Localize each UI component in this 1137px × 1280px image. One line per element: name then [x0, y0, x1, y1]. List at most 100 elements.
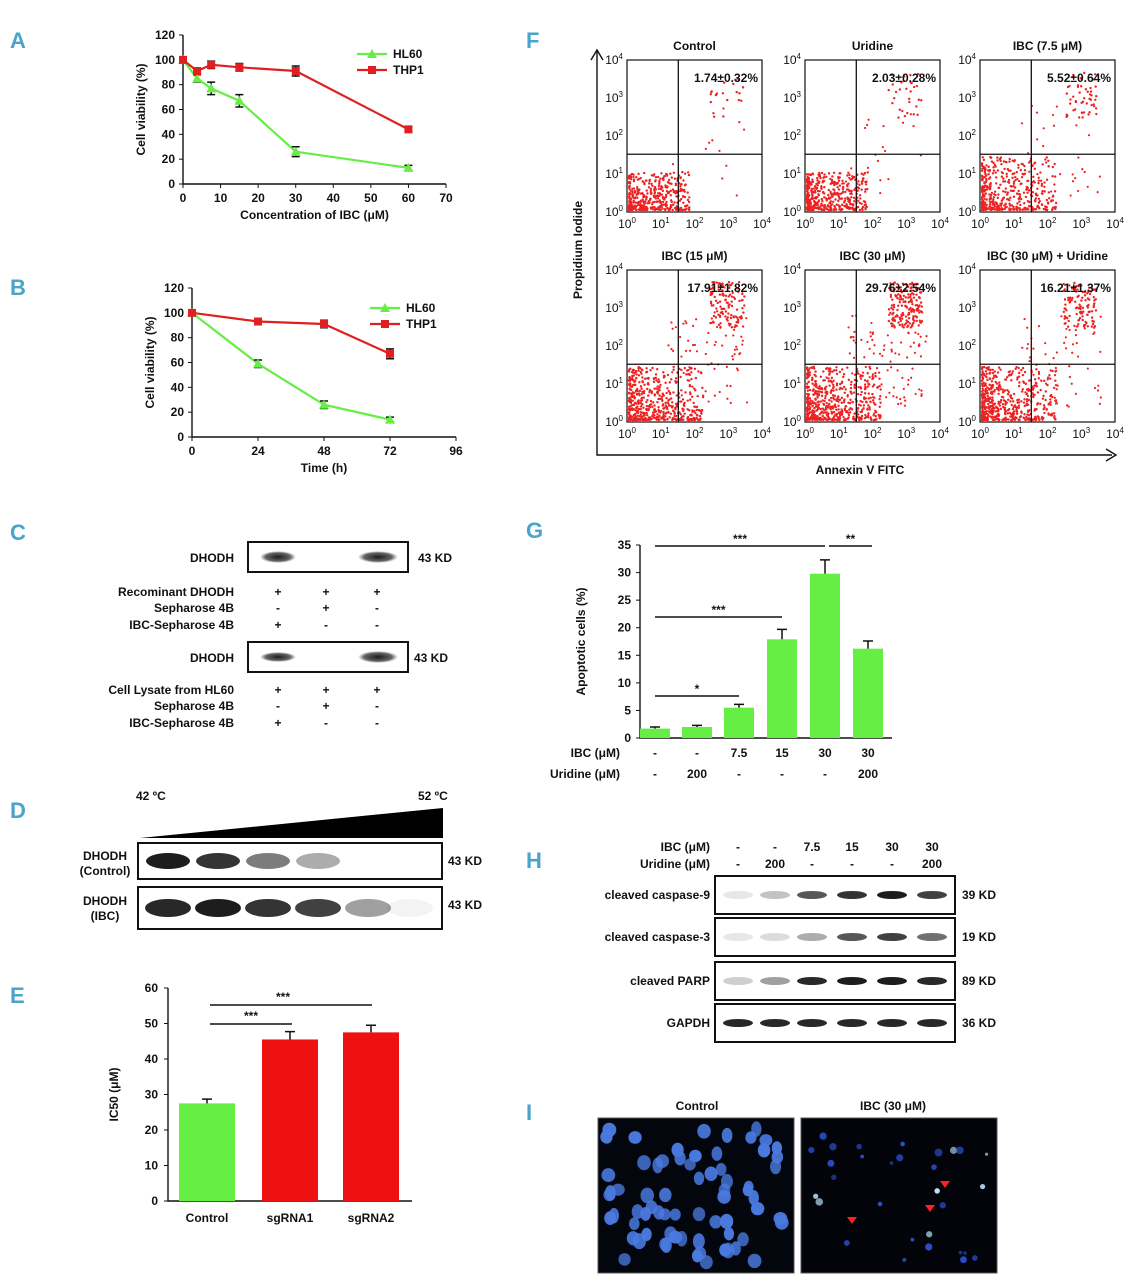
flow-dot: [841, 190, 845, 193]
significance-stars: ***: [711, 603, 725, 617]
flow-dot: [1012, 185, 1015, 188]
panel-label-a: A: [10, 28, 26, 53]
flow-dot: [999, 204, 1003, 207]
flow-dot: [654, 195, 657, 198]
flow-dot: [910, 81, 913, 85]
flow-dot: [865, 180, 868, 183]
flow-dot: [1005, 401, 1008, 404]
flow-dot: [831, 195, 834, 198]
flow-dot: [629, 176, 632, 179]
h-band: [760, 933, 790, 941]
nucleus-ibc: [815, 1198, 824, 1206]
flow-dot: [835, 372, 839, 376]
flow-dot: [994, 193, 997, 197]
flow-dot: [917, 332, 920, 336]
nucleus-control: [743, 1180, 754, 1193]
flow-dot: [981, 203, 984, 206]
flow-dot: [831, 394, 835, 397]
flow-x-tick: 100: [971, 426, 989, 441]
nucleus-ibc: [985, 1152, 989, 1156]
flow-dot: [902, 387, 905, 391]
flow-dot: [1006, 191, 1010, 194]
flow-dot: [892, 289, 896, 293]
flow-dot: [918, 319, 922, 322]
flow-dot: [1016, 177, 1019, 181]
flow-dot: [871, 392, 874, 396]
flow-dot: [1034, 200, 1037, 203]
flow-dot: [822, 411, 825, 415]
flow-dot: [843, 197, 847, 200]
flow-dot: [805, 382, 809, 385]
flow-dot: [711, 291, 714, 294]
flow-dot: [816, 386, 819, 390]
flow-dot: [1001, 396, 1005, 399]
flow-dot: [1089, 98, 1093, 101]
flow-dot: [1008, 202, 1011, 206]
h-blot-frame: [714, 875, 956, 915]
flow-dot: [807, 417, 811, 420]
flow-dot: [656, 380, 660, 384]
flow-dot: [899, 397, 902, 401]
flow-dot: [1000, 398, 1003, 402]
flow-x-tick: 103: [897, 426, 915, 441]
flow-dot: [704, 352, 707, 356]
flow-dot: [709, 287, 712, 291]
flow-dot: [903, 323, 906, 326]
flow-dot: [637, 417, 641, 421]
flow-dot: [665, 190, 669, 193]
flow-dot: [1069, 300, 1072, 303]
flow-dot: [866, 187, 869, 191]
flow-y-tick: 101: [783, 376, 801, 391]
flow-dot: [686, 171, 690, 174]
flow-dot: [631, 368, 635, 372]
flow-dot: [1095, 112, 1098, 116]
flow-dot: [818, 205, 821, 208]
flow-dot: [628, 200, 631, 203]
flow-dot: [659, 383, 662, 387]
flow-dot: [911, 367, 914, 370]
flow-dot: [815, 186, 819, 190]
flow-dot: [858, 416, 861, 419]
nucleus-ibc: [949, 1146, 958, 1154]
flow-dot: [902, 326, 905, 329]
flow-dot: [1092, 78, 1096, 81]
flow-dot: [1032, 395, 1035, 399]
flow-y-tick: 102: [783, 338, 801, 353]
flow-dot: [1092, 295, 1096, 299]
flow-dot: [643, 208, 646, 212]
flow-dot: [645, 208, 649, 212]
flow-dot: [660, 398, 664, 401]
flow-dot: [672, 365, 675, 369]
flow-x-tick: 103: [719, 426, 737, 441]
flow-dot: [824, 386, 827, 389]
flow-dot: [682, 404, 686, 407]
flow-dot: [887, 88, 890, 92]
legend-marker: [380, 303, 390, 312]
flow-dot: [1075, 290, 1078, 293]
flow-dot: [670, 321, 673, 324]
flow-dot: [907, 308, 911, 311]
flow-y-tick: 101: [783, 166, 801, 181]
flow-dot: [731, 291, 734, 295]
flow-dot: [1065, 404, 1069, 407]
flow-dot: [832, 383, 835, 387]
flow-dot: [674, 381, 678, 384]
flow-dot: [645, 189, 648, 192]
flow-dot: [891, 318, 894, 321]
flow-dot: [833, 204, 836, 208]
flow-dot: [644, 179, 648, 182]
flow-dot: [1012, 405, 1016, 409]
flow-dot: [829, 200, 832, 203]
flow-dot: [712, 115, 716, 118]
flow-dot: [913, 351, 917, 354]
flow-dot: [730, 304, 734, 308]
flow-dot: [863, 383, 867, 386]
band-ibc: [345, 899, 391, 917]
flow-dot: [912, 293, 915, 296]
flow-dot: [848, 408, 851, 411]
flow-dot: [886, 334, 889, 337]
flow-dot: [737, 319, 740, 323]
flow-dot: [1025, 187, 1029, 191]
flow-dot: [989, 368, 992, 372]
